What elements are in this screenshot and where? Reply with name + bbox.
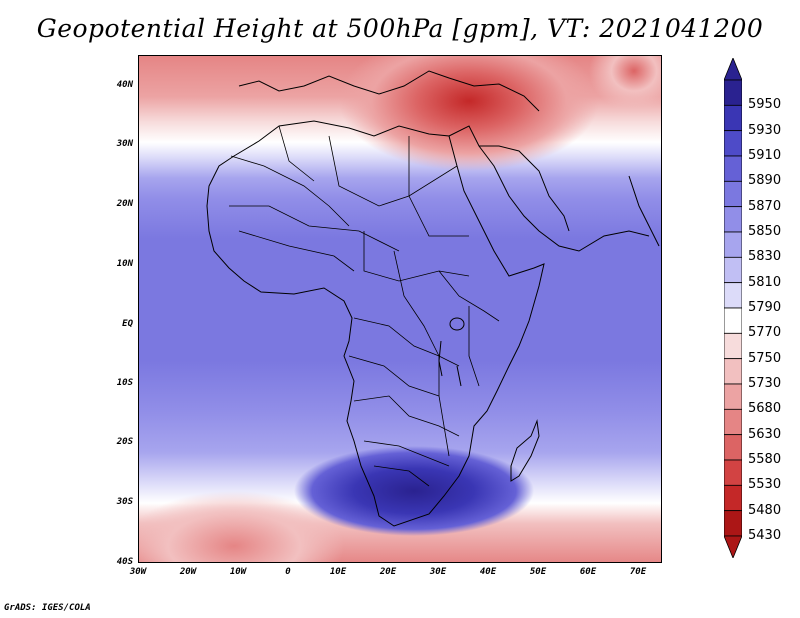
colorbar-cell [724,307,742,334]
colorbar-cell [724,155,742,182]
colorbar-label: 5930 [748,122,782,138]
colorbar-label: 5730 [748,376,782,391]
colorbar-bottom-arrow [724,535,742,558]
geopotential-map [139,56,661,562]
colorbar-cell [724,231,742,258]
lon-label-10e: 10E [329,567,347,577]
lat-label-20n: 20N [116,199,133,209]
colorbar-label: 5430 [748,528,782,543]
lakes [438,317,465,387]
colorbar-label: 5680 [748,401,782,417]
lon-label-0: 0 [285,567,291,577]
lat-label-eq: EQ [122,319,133,329]
lon-label-70e: 70E [629,567,647,577]
lon-label-10w: 10W [229,567,247,577]
lat-label-10n: 10N [116,259,133,269]
coastlines [206,70,660,527]
lat-label-30n: 30N [116,139,133,149]
low-pressure-north [339,56,599,171]
lon-label-50e: 50E [529,567,547,577]
colorbar-label: 5770 [748,325,782,341]
colorbar-cell [724,484,742,512]
country-borders [229,125,500,487]
colorbar-cell [724,256,742,284]
colorbar-label: 5950 [748,97,782,113]
colorbar-label: 5910 [748,148,782,163]
lat-label-20s: 20S [116,437,133,447]
colorbar-top-arrow [724,58,742,81]
map-title: Geopotential Height at 500hPa [gpm], VT:… [36,14,764,43]
colorbar-cell [724,434,742,461]
colorbar-label: 5870 [748,198,782,214]
lon-label-30e: 30E [429,567,447,577]
colorbar-label: 5630 [748,426,782,442]
colorbar-label: 5530 [748,477,782,493]
colorbar-cell [724,332,742,360]
lat-label-40s: 40S [116,557,133,567]
colorbar-cell [724,79,742,106]
colorbar-label: 5890 [748,173,782,189]
colorbar-label: 5480 [748,502,782,518]
lon-label-20e: 20E [379,567,397,577]
low-pressure-southwest [139,491,344,562]
colorbar-cells [724,58,742,558]
colorbar-label: 5810 [748,274,782,290]
colorbar-label: 5850 [748,224,782,239]
lon-label-60e: 60E [579,567,597,577]
map-panel [138,55,662,563]
colorbar-cell [724,206,742,233]
lon-label-20w: 20W [179,567,197,577]
colorbar-cell [724,383,742,410]
colorbar-cell [724,459,742,486]
colorbar-cell [724,180,742,208]
colorbar-label: 5750 [748,350,782,366]
lon-label-40e: 40E [479,567,497,577]
colorbar-cell [724,130,742,157]
lon-label-30w: 30W [129,567,147,577]
colorbar-cell [724,104,742,132]
colorbar-cell [724,282,742,309]
colorbar-label: 5830 [748,249,782,265]
lat-label-10s: 10S [116,378,133,388]
colorbar-label: 5790 [748,300,782,315]
lat-label-30s: 30S [116,497,133,507]
colorbar-cell [724,358,742,385]
high-pressure-south [294,446,534,536]
footer-credit: GrADS: IGES/COLA [4,603,91,613]
lat-label-40n: 40N [116,80,133,90]
colorbar-cell [724,510,742,537]
colorbar-cell [724,408,742,436]
low-pressure-northeast [589,56,661,111]
colorbar [724,58,742,558]
colorbar-label: 5580 [748,452,782,467]
